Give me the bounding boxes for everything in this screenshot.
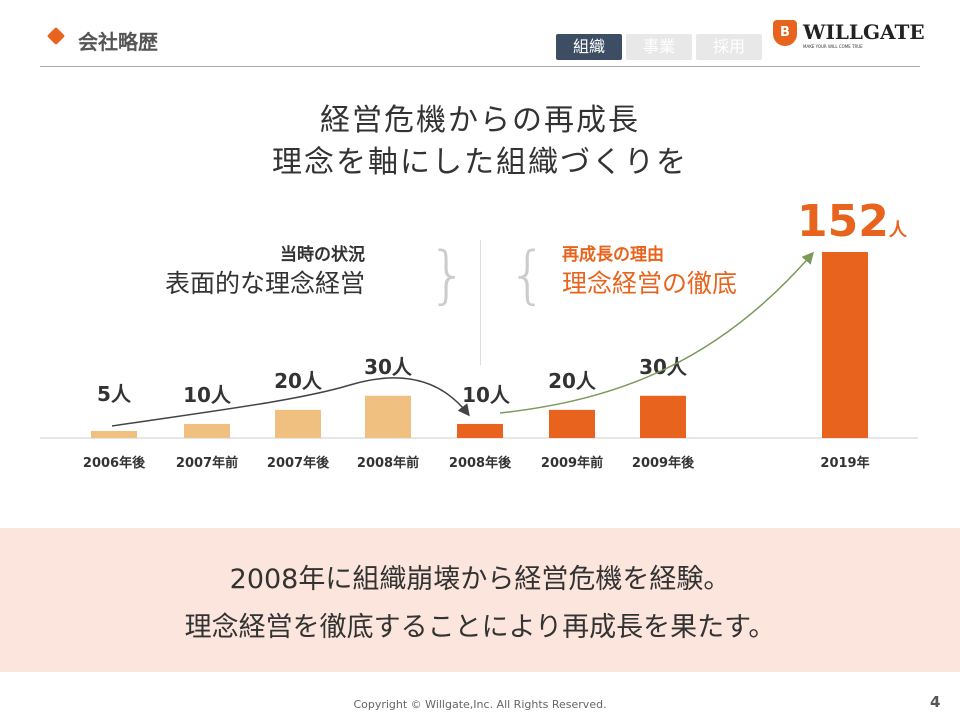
left-note-title: 当時の状況 (280, 245, 365, 265)
bar-2008年後 (457, 423, 503, 438)
logo-shield-icon: B (773, 20, 797, 46)
data-label: 5人 (97, 382, 132, 406)
decline-arrow (111, 377, 470, 427)
x-tick-label: 2007年後 (267, 455, 330, 471)
page-title: 会社略歴 (78, 30, 158, 54)
page-number: 4 (930, 693, 941, 711)
data-label: 30人 (364, 355, 413, 379)
x-tick-label: 2019年 (820, 455, 869, 471)
x-tick-label: 2008年後 (449, 455, 512, 471)
right-note-title: 再成長の理由 (562, 245, 664, 265)
bar-2007年後 (275, 409, 321, 438)
headline-line: 理念を軸にした組織づくりを (272, 145, 688, 180)
data-label-2019: 152人 (797, 196, 907, 247)
data-label: 10人 (462, 383, 511, 407)
bar-2006年後 (91, 430, 137, 438)
bar-2008年前 (365, 395, 411, 438)
summary-banner (0, 528, 960, 672)
tab-organization[interactable]: 組織 (556, 34, 622, 60)
right-note-body: 理念経営の徹底 (562, 269, 738, 298)
data-label: 20人 (548, 369, 597, 393)
data-label: 30人 (639, 355, 688, 379)
x-tick-label: 2008年前 (357, 455, 419, 471)
brace-right: } (428, 238, 468, 311)
summary-text: 2008年に組織崩壊から経営危機を経験。 理念経営を徹底することにより再成長を果… (0, 556, 960, 652)
copyright: Copyright © Willgate,Inc. All Rights Res… (353, 698, 607, 711)
bar-2019年 (822, 252, 868, 438)
brace-left: { (508, 238, 548, 311)
summary-line: 2008年に組織崩壊から経営危機を経験。 (229, 564, 731, 595)
x-tick-label: 2006年後 (83, 455, 146, 471)
bar-2007年前 (184, 423, 230, 438)
headline: 経営危機からの再成長 理念を軸にした組織づくりを (0, 100, 960, 184)
vertical-divider (480, 240, 481, 365)
header-divider (40, 66, 920, 67)
bar-2009年後 (640, 395, 686, 438)
summary-line: 理念経営を徹底することにより再成長を果たす。 (184, 612, 776, 643)
x-tick-label: 2009年前 (541, 455, 603, 471)
x-tick-label: 2007年前 (176, 455, 238, 471)
x-tick-label: 2009年後 (632, 455, 695, 471)
tab-business[interactable]: 事業 (626, 34, 692, 60)
headline-line: 経営危機からの再成長 (320, 103, 640, 138)
growth-arrow (499, 251, 814, 414)
tab-recruit[interactable]: 採用 (696, 34, 762, 60)
logo-tagline: MAKE YOUR WILL COME TRUE (803, 44, 863, 49)
data-label: 20人 (274, 369, 323, 393)
left-note-body: 表面的な理念経営 (165, 269, 366, 298)
logo-name: WILLGATE (803, 20, 925, 44)
data-label: 10人 (183, 383, 232, 407)
bar-chart: 2006年後 5人 2007年前 10人 2007年後 20人 2008年前 30人 2008年… (40, 251, 918, 471)
bar-2009年前 (549, 409, 595, 438)
